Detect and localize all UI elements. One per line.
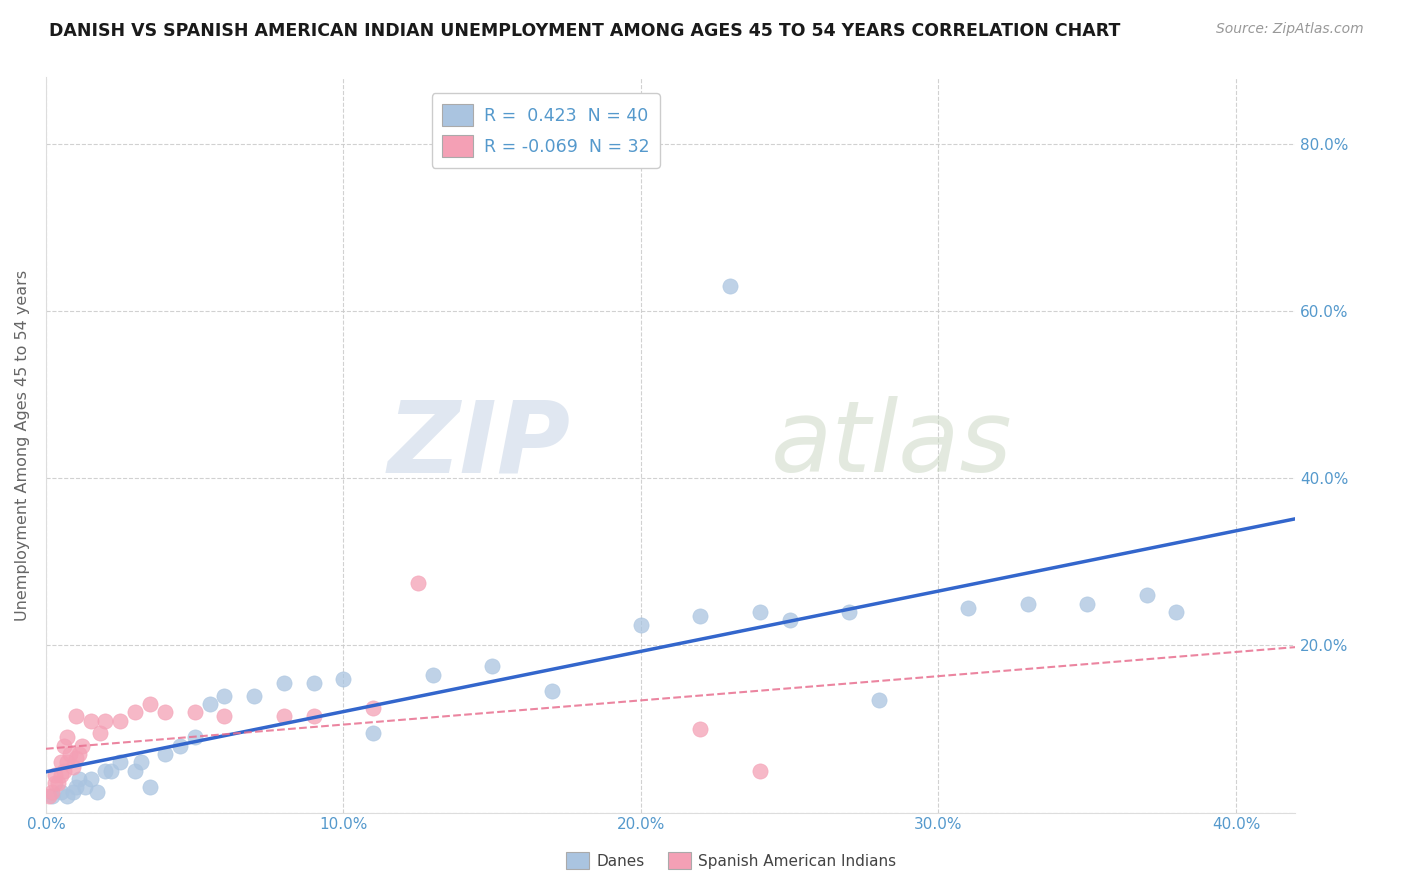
Point bbox=[49, 785, 72, 799]
Point bbox=[273, 709, 295, 723]
Point bbox=[94, 714, 117, 728]
Point bbox=[100, 764, 122, 778]
Point bbox=[183, 731, 205, 745]
Point bbox=[94, 764, 117, 778]
Point bbox=[62, 785, 84, 799]
Y-axis label: Unemployment Among Ages 45 to 54 years: Unemployment Among Ages 45 to 54 years bbox=[15, 269, 30, 621]
Point bbox=[110, 756, 132, 770]
Point bbox=[52, 739, 75, 753]
Point bbox=[273, 676, 295, 690]
Point bbox=[124, 706, 146, 720]
Text: ZIP: ZIP bbox=[388, 396, 571, 493]
Point bbox=[718, 279, 741, 293]
Point bbox=[44, 776, 66, 790]
Point bbox=[124, 764, 146, 778]
Point bbox=[49, 768, 72, 782]
Text: DANISH VS SPANISH AMERICAN INDIAN UNEMPLOYMENT AMONG AGES 45 TO 54 YEARS CORRELA: DANISH VS SPANISH AMERICAN INDIAN UNEMPL… bbox=[49, 22, 1121, 40]
Point bbox=[243, 689, 266, 703]
Point bbox=[110, 714, 132, 728]
Point bbox=[630, 617, 652, 632]
Point bbox=[52, 764, 75, 778]
Point bbox=[79, 714, 101, 728]
Point bbox=[361, 726, 384, 740]
Point bbox=[957, 600, 980, 615]
Point bbox=[56, 756, 79, 770]
Point bbox=[361, 701, 384, 715]
Point bbox=[65, 709, 87, 723]
Point bbox=[65, 751, 87, 765]
Point bbox=[41, 789, 63, 803]
Point bbox=[198, 697, 221, 711]
Legend: Danes, Spanish American Indians: Danes, Spanish American Indians bbox=[560, 846, 903, 875]
Point bbox=[70, 739, 93, 753]
Point bbox=[89, 726, 111, 740]
Point bbox=[1136, 588, 1159, 602]
Point bbox=[779, 614, 801, 628]
Point bbox=[749, 764, 772, 778]
Point bbox=[406, 575, 429, 590]
Point bbox=[129, 756, 152, 770]
Point bbox=[540, 684, 562, 698]
Point bbox=[749, 605, 772, 619]
Point bbox=[169, 739, 191, 753]
Point bbox=[86, 785, 108, 799]
Text: Source: ZipAtlas.com: Source: ZipAtlas.com bbox=[1216, 22, 1364, 37]
Point bbox=[1017, 597, 1039, 611]
Point bbox=[67, 772, 90, 786]
Point bbox=[79, 772, 101, 786]
Point bbox=[38, 789, 60, 803]
Point bbox=[689, 609, 711, 624]
Point bbox=[139, 780, 162, 795]
Point bbox=[214, 709, 236, 723]
Point bbox=[73, 780, 96, 795]
Point bbox=[62, 759, 84, 773]
Point bbox=[689, 722, 711, 736]
Point bbox=[838, 605, 860, 619]
Text: atlas: atlas bbox=[770, 396, 1012, 493]
Point bbox=[422, 667, 444, 681]
Point bbox=[46, 776, 69, 790]
Point bbox=[67, 747, 90, 761]
Point bbox=[153, 706, 176, 720]
Point bbox=[56, 731, 79, 745]
Point bbox=[868, 692, 890, 706]
Point bbox=[214, 689, 236, 703]
Point bbox=[56, 789, 79, 803]
Legend: R =  0.423  N = 40, R = -0.069  N = 32: R = 0.423 N = 40, R = -0.069 N = 32 bbox=[432, 94, 659, 168]
Point bbox=[1166, 605, 1188, 619]
Point bbox=[302, 676, 325, 690]
Point bbox=[302, 709, 325, 723]
Point bbox=[139, 697, 162, 711]
Point bbox=[1076, 597, 1098, 611]
Point bbox=[332, 672, 354, 686]
Point bbox=[59, 747, 82, 761]
Point bbox=[481, 659, 503, 673]
Point bbox=[65, 780, 87, 795]
Point bbox=[49, 756, 72, 770]
Point bbox=[41, 785, 63, 799]
Point bbox=[183, 706, 205, 720]
Point bbox=[44, 768, 66, 782]
Point bbox=[153, 747, 176, 761]
